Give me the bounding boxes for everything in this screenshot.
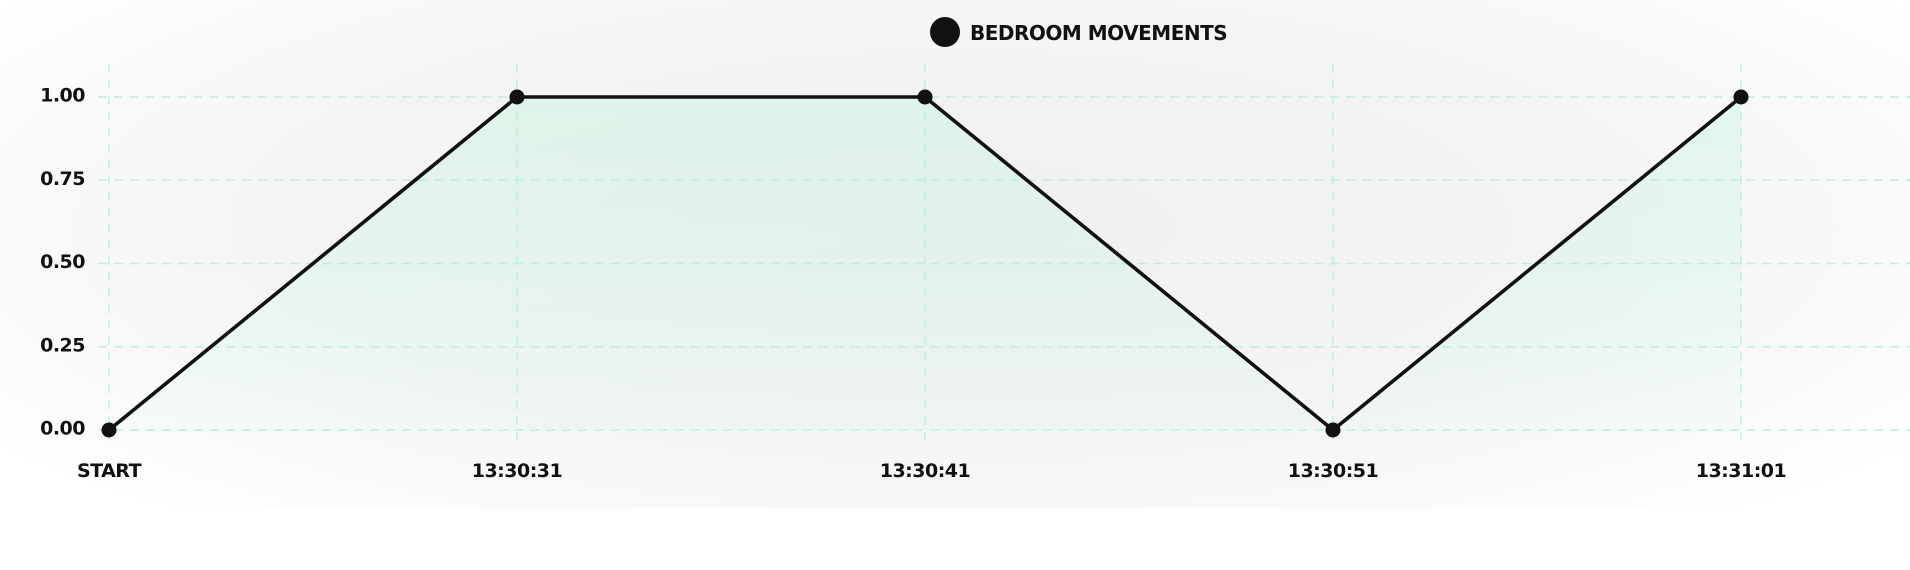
data-point[interactable] — [1325, 422, 1341, 438]
y-tick-label: 0.50 — [40, 251, 85, 273]
x-tick-label: 13:30:31 — [472, 460, 563, 482]
data-point[interactable] — [101, 422, 117, 438]
legend[interactable]: BEDROOM MOVEMENTS — [930, 17, 1228, 47]
data-point[interactable] — [917, 89, 933, 105]
y-tick-label: 0.25 — [40, 334, 85, 356]
data-points — [101, 89, 1749, 438]
data-point[interactable] — [1733, 89, 1749, 105]
y-axis-ticks: 0.00 0.25 0.50 0.75 1.00 — [40, 85, 86, 440]
x-tick-label: 13:30:51 — [1288, 460, 1379, 482]
area-fill — [109, 97, 1741, 430]
legend-label[interactable]: BEDROOM MOVEMENTS — [970, 21, 1228, 45]
y-tick-label: 0.75 — [40, 168, 85, 190]
series-area — [109, 97, 1741, 430]
x-axis-ticks: START 13:30:31 13:30:41 13:30:51 13:31:01 — [77, 460, 1787, 482]
legend-marker[interactable] — [930, 17, 960, 47]
x-tick-label: START — [77, 460, 142, 482]
x-tick-label: 13:30:41 — [880, 460, 971, 482]
data-point[interactable] — [509, 89, 525, 105]
y-tick-label: 0.00 — [40, 418, 85, 440]
y-tick-label: 1.00 — [40, 85, 85, 107]
x-tick-label: 13:31:01 — [1696, 460, 1787, 482]
